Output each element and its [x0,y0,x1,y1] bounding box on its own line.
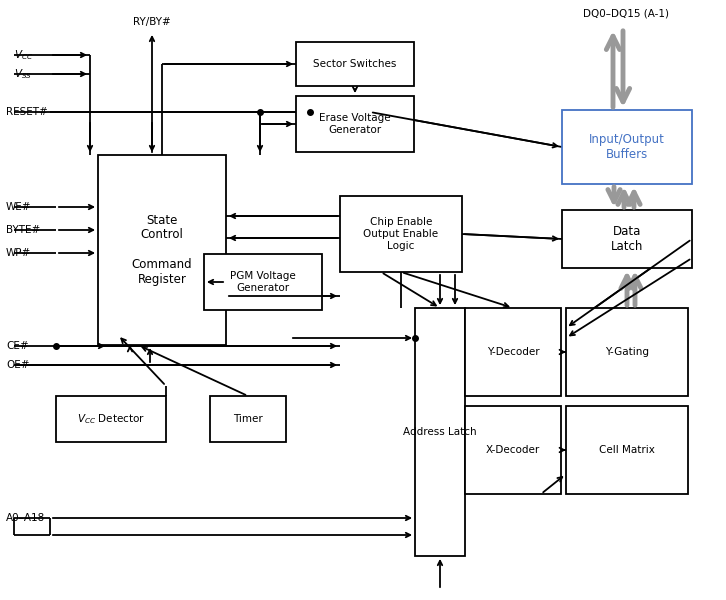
Text: $V_{SS}$: $V_{SS}$ [14,67,32,81]
Text: CE#: CE# [6,341,28,351]
Text: Data
Latch: Data Latch [611,225,643,253]
Text: OE#: OE# [6,360,30,370]
Text: Chip Enable
Output Enable
Logic: Chip Enable Output Enable Logic [364,217,439,251]
Text: Cell Matrix: Cell Matrix [599,445,655,455]
Text: RESET#: RESET# [6,107,48,117]
Bar [415,308,465,556]
Text: BYTE#: BYTE# [6,225,40,235]
Text: State
Control

Command
Register: State Control Command Register [131,214,192,286]
Text: WP#: WP# [6,248,31,258]
Bar [210,396,286,442]
Text: WE#: WE# [6,202,31,212]
Bar [296,96,414,152]
Text: RY/BY#: RY/BY# [133,17,171,27]
Text: Y-Decoder: Y-Decoder [486,347,539,357]
Bar [340,196,462,272]
Bar [465,308,561,396]
Text: Input/Output
Buffers: Input/Output Buffers [589,133,665,161]
Text: $V_{CC}$: $V_{CC}$ [14,48,33,62]
Text: DQ0–DQ15 (A-1): DQ0–DQ15 (A-1) [583,9,669,19]
Text: X-Decoder: X-Decoder [486,445,540,455]
Bar [566,308,688,396]
Bar [562,210,692,268]
Bar [465,406,561,494]
Text: Sector Switches: Sector Switches [314,59,396,69]
Bar [566,406,688,494]
Text: Address Latch: Address Latch [403,427,477,437]
Text: Timer: Timer [233,414,263,424]
Bar [56,396,166,442]
Bar [204,254,322,310]
Text: A0–A18: A0–A18 [6,513,45,523]
Text: PGM Voltage
Generator: PGM Voltage Generator [230,271,296,293]
Bar [296,42,414,86]
Text: Erase Voltage
Generator: Erase Voltage Generator [319,113,391,135]
Bar [562,110,692,184]
Bar [98,155,226,345]
Text: Y-Gating: Y-Gating [605,347,649,357]
Text: $V_{CC}$ Detector: $V_{CC}$ Detector [77,412,145,426]
